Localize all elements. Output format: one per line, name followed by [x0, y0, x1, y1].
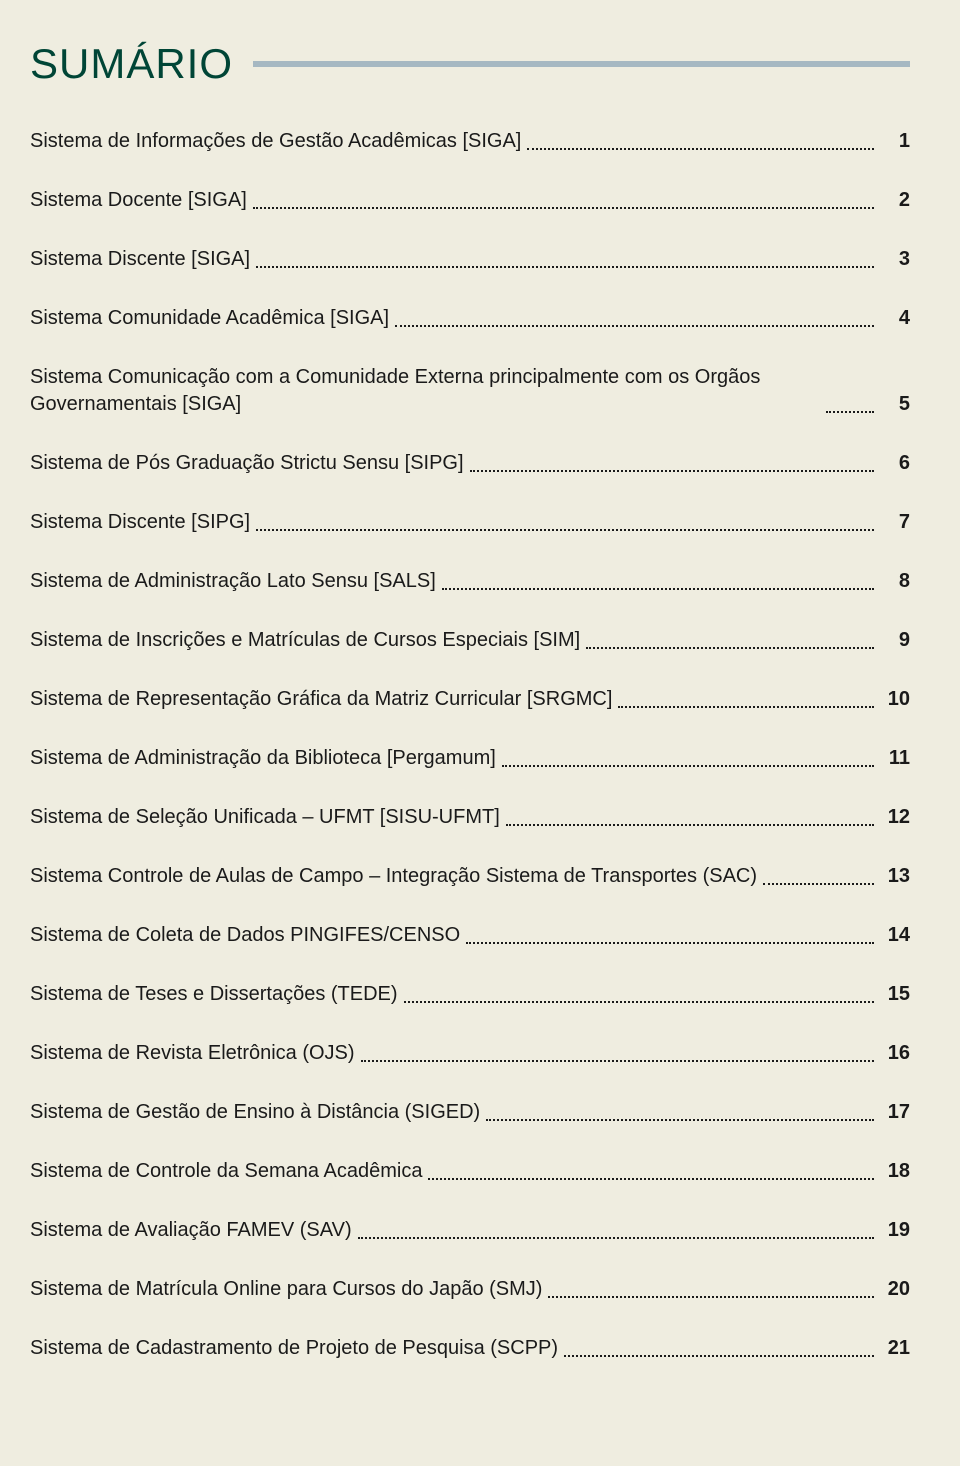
- toc-dots: [361, 1060, 874, 1062]
- toc-dots: [486, 1119, 874, 1121]
- toc-dots: [466, 942, 874, 944]
- toc-page-number: 14: [880, 922, 910, 949]
- toc-label: Sistema Discente [SIGA]: [30, 246, 250, 273]
- toc-row: Sistema de Gestão de Ensino à Distância …: [30, 1099, 910, 1126]
- toc-page-number: 2: [880, 187, 910, 214]
- toc-label: Sistema de Seleção Unificada – UFMT [SIS…: [30, 804, 500, 831]
- toc-label: Sistema de Matrícula Online para Cursos …: [30, 1276, 542, 1303]
- toc-dots: [502, 765, 874, 767]
- toc-row: Sistema de Revista Eletrônica (OJS) 16: [30, 1040, 910, 1067]
- toc-label: Sistema de Cadastramento de Projeto de P…: [30, 1335, 558, 1362]
- toc-row: Sistema de Teses e Dissertações (TEDE) 15: [30, 981, 910, 1008]
- toc-page-number: 9: [880, 627, 910, 654]
- toc-label: Sistema Docente [SIGA]: [30, 187, 247, 214]
- toc-dots: [253, 207, 874, 209]
- toc-row: Sistema Controle de Aulas de Campo – Int…: [30, 863, 910, 890]
- toc-page-number: 21: [880, 1335, 910, 1362]
- toc-page-number: 16: [880, 1040, 910, 1067]
- toc-page-number: 5: [880, 391, 910, 418]
- toc-dots: [256, 266, 874, 268]
- toc-dots: [618, 706, 874, 708]
- toc-dots: [586, 647, 874, 649]
- toc-row: Sistema de Matrícula Online para Cursos …: [30, 1276, 910, 1303]
- toc-row: Sistema Comunicação com a Comunidade Ext…: [30, 364, 910, 418]
- toc-page-number: 6: [880, 450, 910, 477]
- toc-row: Sistema de Representação Gráfica da Matr…: [30, 686, 910, 713]
- toc-dots: [527, 148, 874, 150]
- title-rule: [253, 61, 910, 67]
- toc-row: Sistema de Controle da Semana Acadêmica 1…: [30, 1158, 910, 1185]
- toc-label: Sistema de Teses e Dissertações (TEDE): [30, 981, 398, 1008]
- toc-page-number: 15: [880, 981, 910, 1008]
- toc-page-number: 3: [880, 246, 910, 273]
- toc-dots: [548, 1296, 874, 1298]
- toc-row: Sistema Docente [SIGA] 2: [30, 187, 910, 214]
- toc-dots: [256, 529, 874, 531]
- table-of-contents: Sistema de Informações de Gestão Acadêmi…: [30, 128, 910, 1362]
- toc-page-number: 10: [880, 686, 910, 713]
- toc-page-number: 4: [880, 305, 910, 332]
- toc-row: Sistema de Pós Graduação Strictu Sensu […: [30, 450, 910, 477]
- toc-page-number: 20: [880, 1276, 910, 1303]
- toc-row: Sistema Discente [SIGA] 3: [30, 246, 910, 273]
- toc-page-number: 7: [880, 509, 910, 536]
- toc-dots: [564, 1355, 874, 1357]
- toc-row: Sistema Discente [SIPG] 7: [30, 509, 910, 536]
- toc-label: Sistema de Avaliação FAMEV (SAV): [30, 1217, 352, 1244]
- toc-dots: [506, 824, 874, 826]
- toc-row: Sistema Comunidade Acadêmica [SIGA] 4: [30, 305, 910, 332]
- toc-row: Sistema de Administração da Biblioteca […: [30, 745, 910, 772]
- toc-dots: [404, 1001, 874, 1003]
- toc-label: Sistema de Informações de Gestão Acadêmi…: [30, 128, 521, 155]
- toc-label: Sistema de Coleta de Dados PINGIFES/CENS…: [30, 922, 460, 949]
- toc-label: Sistema de Representação Gráfica da Matr…: [30, 686, 612, 713]
- toc-row: Sistema de Coleta de Dados PINGIFES/CENS…: [30, 922, 910, 949]
- toc-label: Sistema Comunidade Acadêmica [SIGA]: [30, 305, 389, 332]
- toc-page-number: 11: [880, 745, 910, 772]
- toc-label: Sistema de Revista Eletrônica (OJS): [30, 1040, 355, 1067]
- toc-dots: [395, 325, 874, 327]
- toc-row: Sistema de Avaliação FAMEV (SAV) 19: [30, 1217, 910, 1244]
- toc-row: Sistema de Administração Lato Sensu [SAL…: [30, 568, 910, 595]
- toc-page-number: 13: [880, 863, 910, 890]
- toc-dots: [428, 1178, 874, 1180]
- toc-label: Sistema de Administração da Biblioteca […: [30, 745, 496, 772]
- page-title: SUMÁRIO: [30, 40, 233, 88]
- toc-page-number: 8: [880, 568, 910, 595]
- toc-page-number: 12: [880, 804, 910, 831]
- toc-dots: [826, 411, 874, 413]
- toc-page-number: 18: [880, 1158, 910, 1185]
- toc-label: Sistema de Inscrições e Matrículas de Cu…: [30, 627, 580, 654]
- toc-page-number: 17: [880, 1099, 910, 1126]
- toc-row: Sistema de Seleção Unificada – UFMT [SIS…: [30, 804, 910, 831]
- toc-page-number: 19: [880, 1217, 910, 1244]
- toc-label: Sistema de Controle da Semana Acadêmica: [30, 1158, 422, 1185]
- toc-label: Sistema de Gestão de Ensino à Distância …: [30, 1099, 480, 1126]
- toc-row: Sistema de Inscrições e Matrículas de Cu…: [30, 627, 910, 654]
- toc-label: Sistema Discente [SIPG]: [30, 509, 250, 536]
- toc-row: Sistema de Cadastramento de Projeto de P…: [30, 1335, 910, 1362]
- page-header: SUMÁRIO: [30, 40, 910, 88]
- toc-dots: [763, 883, 874, 885]
- toc-page-number: 1: [880, 128, 910, 155]
- toc-label: Sistema Comunicação com a Comunidade Ext…: [30, 364, 820, 418]
- toc-label: Sistema de Administração Lato Sensu [SAL…: [30, 568, 436, 595]
- toc-dots: [470, 470, 874, 472]
- toc-dots: [442, 588, 874, 590]
- toc-dots: [358, 1237, 874, 1239]
- toc-label: Sistema de Pós Graduação Strictu Sensu […: [30, 450, 464, 477]
- toc-row: Sistema de Informações de Gestão Acadêmi…: [30, 128, 910, 155]
- toc-label: Sistema Controle de Aulas de Campo – Int…: [30, 863, 757, 890]
